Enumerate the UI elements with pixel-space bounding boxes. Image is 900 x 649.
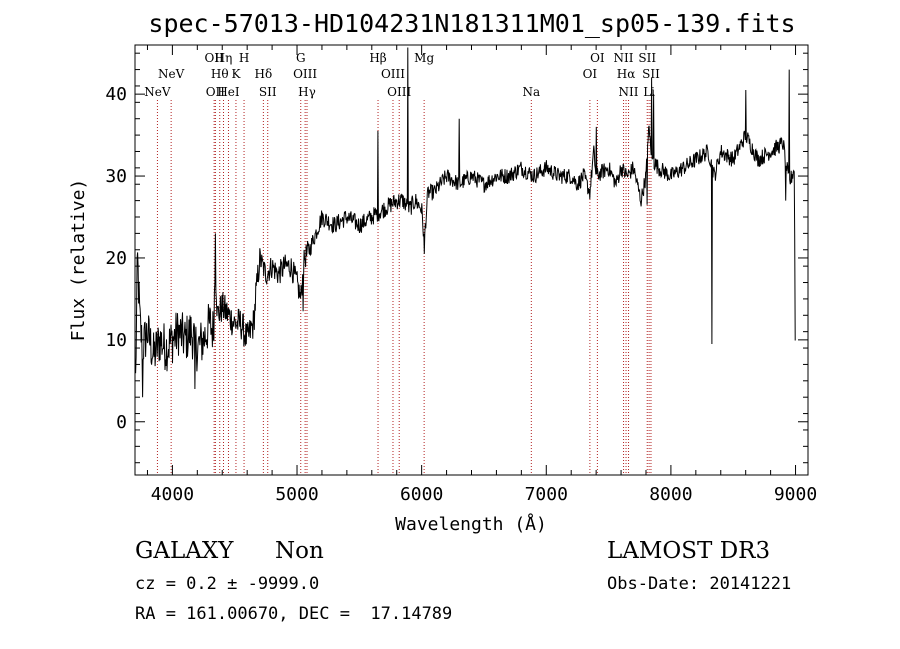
x-tick-label: 6000: [400, 484, 443, 505]
emission-line-label: NeV: [144, 85, 171, 99]
y-axis-label: Flux (relative): [68, 179, 89, 342]
emission-line-label: Hη: [215, 51, 233, 65]
emission-line-label: NeV: [158, 67, 185, 81]
x-tick-label: 7000: [525, 484, 568, 505]
chart-title: spec-57013-HD104231N181311M01_sp05-139.f…: [148, 9, 795, 38]
emission-line-label: Na: [522, 85, 540, 99]
object-class: GALAXY: [135, 538, 234, 564]
y-tick-label: 0: [116, 412, 127, 433]
emission-line-label: SII: [259, 85, 277, 99]
emission-line-label: OII: [204, 51, 224, 65]
emission-line-label: Hθ: [211, 67, 229, 81]
emission-line-label: SII: [642, 67, 660, 81]
obs-date: Obs-Date: 20141221: [607, 574, 792, 594]
emission-line-label: NII: [614, 51, 634, 65]
y-tick-label: 30: [105, 166, 127, 187]
object-subclass: Non: [275, 538, 324, 564]
x-tick-label: 9000: [774, 484, 817, 505]
x-tick-label: 8000: [649, 484, 692, 505]
emission-line-label: OIII: [381, 67, 405, 81]
emission-line-label: H: [239, 51, 249, 65]
y-tick-label: 40: [105, 84, 127, 105]
emission-line-label: Hδ: [255, 67, 273, 81]
emission-line-label: Hβ: [369, 51, 386, 65]
y-tick-label: 20: [105, 248, 127, 269]
x-axis: 4000 5000 6000 7000 8000 9000: [146, 45, 817, 505]
emission-line-label: NII: [619, 85, 639, 99]
emission-line-label: OIII: [387, 85, 411, 99]
x-axis-label: Wavelength (Å): [395, 513, 547, 535]
emission-line-label: OI: [583, 67, 598, 81]
x-tick-label: 4000: [151, 484, 194, 505]
emission-line-label: Mg: [414, 51, 434, 65]
survey-name: LAMOST DR3: [607, 538, 771, 564]
emission-line-label: OI: [590, 51, 605, 65]
y-tick-label: 10: [105, 330, 127, 351]
spectrum-line: [135, 47, 796, 398]
emission-line-label: SII: [638, 51, 656, 65]
coordinates: RA = 161.00670, DEC = 17.14789: [135, 604, 453, 624]
emission-line-label: OII: [206, 85, 226, 99]
x-tick-label: 5000: [275, 484, 318, 505]
y-axis: 0 10 20 30 40: [105, 52, 808, 464]
emission-line-label: OIII: [293, 67, 317, 81]
redshift-line: cz = 0.2 ± -9999.0: [135, 574, 320, 594]
emission-line-label: G: [296, 51, 306, 65]
emission-line-label: Li: [643, 85, 655, 99]
emission-line-label: HeI: [217, 85, 240, 99]
emission-line-markers: [156, 100, 652, 475]
emission-line-label: Hγ: [298, 85, 316, 99]
emission-line-label: K: [231, 67, 241, 81]
emission-line-label: Hα: [617, 67, 636, 81]
